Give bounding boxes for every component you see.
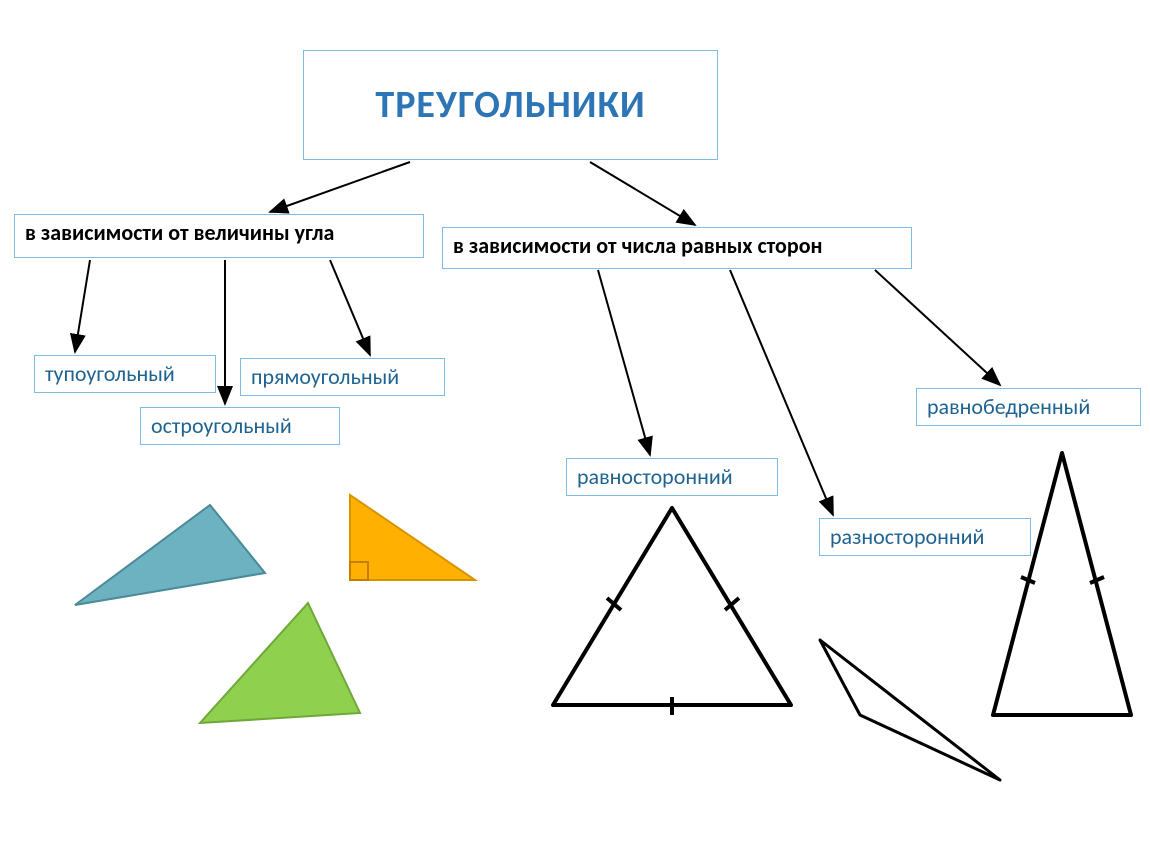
type-right: прямоугольный [240, 358, 445, 396]
type-obtuse: тупоугольный [34, 355, 216, 393]
title-box: ТРЕУГОЛЬНИКИ [303, 50, 718, 160]
equilateral-triangle-shape [545, 500, 800, 715]
scalene-triangle-shape [810, 630, 1010, 790]
right-triangle-shape [325, 485, 485, 590]
category-by-angle: в зависимости от величины угла [14, 214, 424, 258]
type-equilateral: равносторонний [566, 458, 778, 496]
type-acute: остроугольный [140, 407, 340, 445]
acute-triangle-shape [190, 595, 370, 735]
isosceles-triangle-shape [985, 445, 1140, 725]
category-by-sides: в зависимости от числа равных сторон [442, 227, 912, 269]
type-isosceles: равнобедренный [916, 388, 1141, 426]
